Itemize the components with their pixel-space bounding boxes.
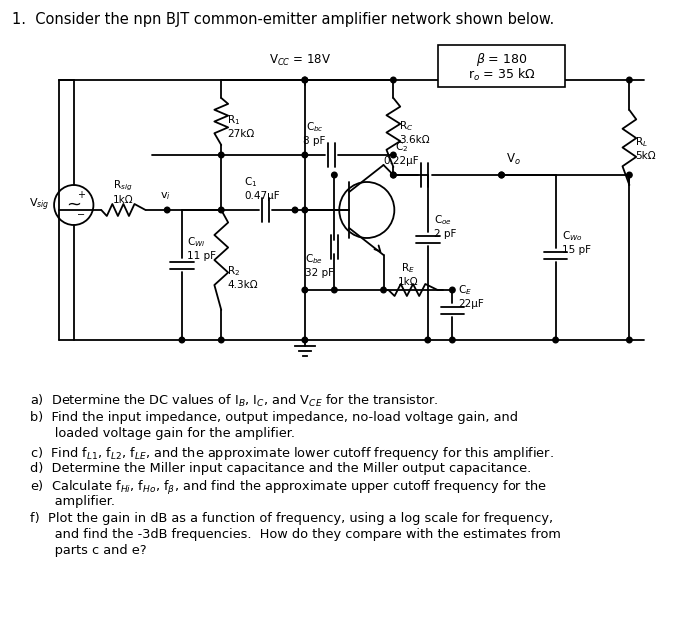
Text: R$_{sig}$
1kΩ: R$_{sig}$ 1kΩ — [113, 179, 133, 205]
Text: R$_1$
27kΩ: R$_1$ 27kΩ — [228, 113, 254, 139]
Circle shape — [391, 77, 396, 83]
Circle shape — [302, 287, 307, 293]
Text: f)  Plot the gain in dB as a function of frequency, using a log scale for freque: f) Plot the gain in dB as a function of … — [29, 512, 552, 525]
Text: R$_C$
3.6kΩ: R$_C$ 3.6kΩ — [399, 120, 430, 145]
Text: loaded voltage gain for the amplifier.: loaded voltage gain for the amplifier. — [29, 427, 295, 440]
Text: C$_{be}$
32 pF: C$_{be}$ 32 pF — [305, 252, 334, 278]
Circle shape — [425, 337, 430, 343]
Circle shape — [499, 172, 504, 178]
Text: ~: ~ — [66, 196, 81, 214]
Text: 1.  Consider the npn BJT common-emitter amplifier network shown below.: 1. Consider the npn BJT common-emitter a… — [12, 12, 554, 27]
Circle shape — [218, 207, 224, 213]
Circle shape — [499, 172, 504, 178]
Text: R$_E$
1kΩ: R$_E$ 1kΩ — [398, 261, 419, 287]
Text: C$_{oe}$
2 pF: C$_{oe}$ 2 pF — [434, 213, 456, 239]
Text: R$_2$
4.3kΩ: R$_2$ 4.3kΩ — [228, 264, 258, 290]
Text: e)  Calculate f$_{Hi}$, f$_{Ho}$, f$_{\beta}$, and find the approximate upper cu: e) Calculate f$_{Hi}$, f$_{Ho}$, f$_{\be… — [29, 479, 547, 497]
Circle shape — [164, 207, 170, 213]
Circle shape — [553, 337, 559, 343]
Circle shape — [218, 152, 224, 158]
Text: $\beta$ = 180: $\beta$ = 180 — [476, 51, 527, 68]
Text: V$_o$: V$_o$ — [506, 151, 522, 167]
Circle shape — [449, 337, 455, 343]
Text: parts c and e?: parts c and e? — [29, 544, 146, 557]
Text: amplifier.: amplifier. — [29, 495, 115, 508]
Text: V$_{CC}$ = 18V: V$_{CC}$ = 18V — [269, 53, 331, 68]
Circle shape — [302, 77, 307, 83]
Text: C$_{bc}$
8 pF: C$_{bc}$ 8 pF — [304, 120, 326, 146]
Text: C$_1$
0.47μF: C$_1$ 0.47μF — [244, 175, 279, 201]
Text: and find the -3dB frequencies.  How do they compare with the estimates from: and find the -3dB frequencies. How do th… — [29, 528, 561, 541]
Text: C$_2$
0.22μF: C$_2$ 0.22μF — [384, 140, 419, 166]
Circle shape — [332, 172, 337, 178]
Circle shape — [626, 77, 632, 83]
Circle shape — [302, 152, 307, 158]
Text: C$_{Wi}$
11 pF: C$_{Wi}$ 11 pF — [187, 235, 216, 260]
Text: c)  Find f$_{L1}$, f$_{L2}$, f$_{LE}$, and the approximate lower cutoff frequenc: c) Find f$_{L1}$, f$_{L2}$, f$_{LE}$, an… — [29, 445, 554, 462]
Circle shape — [293, 207, 297, 213]
Text: −: − — [76, 210, 85, 220]
Circle shape — [302, 207, 307, 213]
Text: r$_o$ = 35 k$\Omega$: r$_o$ = 35 k$\Omega$ — [468, 67, 536, 83]
Text: b)  Find the input impedance, output impedance, no-load voltage gain, and: b) Find the input impedance, output impe… — [29, 411, 517, 424]
Text: C$_{Wo}$
15 pF: C$_{Wo}$ 15 pF — [561, 229, 591, 255]
Circle shape — [302, 77, 307, 83]
Text: V$_{sig}$: V$_{sig}$ — [29, 197, 49, 213]
Circle shape — [449, 287, 455, 293]
Circle shape — [218, 337, 224, 343]
Circle shape — [626, 172, 632, 178]
Text: v$_i$: v$_i$ — [160, 190, 171, 202]
Text: d)  Determine the Miller input capacitance and the Miller output capacitance.: d) Determine the Miller input capacitanc… — [29, 462, 531, 475]
Circle shape — [302, 337, 307, 343]
Text: C$_E$
22μF: C$_E$ 22μF — [458, 284, 484, 309]
Circle shape — [332, 287, 337, 293]
Bar — [438, 45, 566, 87]
Text: R$_L$
5kΩ: R$_L$ 5kΩ — [636, 135, 656, 161]
Circle shape — [381, 287, 386, 293]
Circle shape — [391, 172, 396, 178]
Text: a)  Determine the DC values of I$_B$, I$_C$, and V$_{CE}$ for the transistor.: a) Determine the DC values of I$_B$, I$_… — [29, 393, 438, 409]
Circle shape — [626, 337, 632, 343]
Circle shape — [179, 337, 185, 343]
Circle shape — [391, 152, 396, 158]
Text: +: + — [76, 190, 85, 200]
Circle shape — [391, 172, 396, 178]
